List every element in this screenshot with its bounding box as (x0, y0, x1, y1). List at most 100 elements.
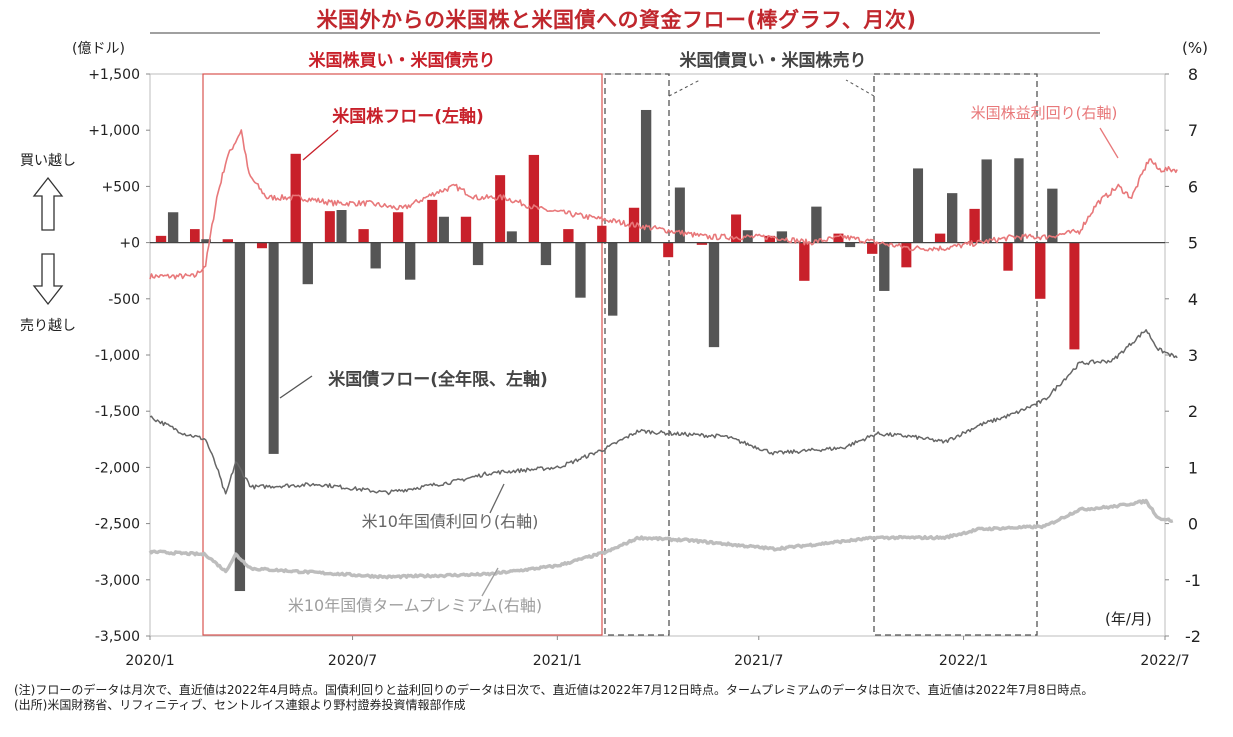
treasury-flow-bar (776, 231, 788, 243)
equity-flow-bar (1003, 242, 1013, 271)
treasury-flow-bar (608, 242, 618, 316)
x-tick-label: 2022/1 (939, 653, 988, 669)
treasury-flow-bar (1047, 188, 1058, 243)
up-arrow-icon (32, 176, 64, 231)
treasury-flow-leader (279, 375, 313, 399)
treasury-flow-bar (811, 206, 822, 243)
left-tick-label: -2,000 (95, 460, 140, 476)
x-axis-unit: (年/月) (1105, 610, 1152, 628)
treasury-flow-bar (370, 242, 381, 269)
treasury-flow-bar (506, 231, 517, 243)
equity-flow-bar (528, 154, 540, 243)
x-tick-label: 2021/1 (533, 653, 582, 669)
ten-year-yield-line (149, 329, 1178, 496)
region-equity-buy (202, 73, 603, 636)
region-treasury-buy-2 (873, 73, 1038, 636)
right-tick-label: -1 (1185, 571, 1201, 590)
treasury-flow-bar (640, 109, 652, 243)
equity-flow-bar (392, 212, 404, 243)
sell-label: 売り越し (20, 318, 76, 334)
right-tick-label: 8 (1188, 65, 1198, 84)
equity-flow-bar (969, 208, 980, 243)
footnote-note: (注)フローのデータは月次で、直近値は2022年4月時点。国債利回りと益利回りの… (14, 683, 1094, 697)
right-tick-label: 7 (1188, 121, 1198, 140)
equity-flow-leader (302, 129, 339, 161)
equity-flow-bar (1035, 242, 1046, 299)
right-tick-label: 0 (1188, 515, 1198, 534)
right-axis-unit: (%) (1182, 39, 1208, 57)
left-tick-label: -1,000 (95, 348, 140, 364)
treasury-flow-bar (913, 168, 924, 243)
treasury-flow-bar (575, 242, 586, 298)
right-tick-label: 1 (1188, 458, 1198, 477)
chart-title: 米国外からの米国株と米国債への資金フロー(棒グラフ、月次) (316, 8, 917, 32)
equity-flow-bar (324, 211, 335, 243)
earnings-yield-line (149, 129, 1178, 280)
equity-flow-bar (934, 233, 946, 243)
equity-flow-bar (222, 239, 233, 243)
left-tick-label: -1,500 (95, 404, 140, 420)
region-connector (668, 79, 701, 97)
x-tick-label: 2020/1 (125, 653, 174, 669)
right-tick-label: 3 (1188, 346, 1198, 365)
equity-flow-bar (663, 242, 674, 258)
treasury-flow-bar (302, 242, 313, 285)
treasury-flow-bar (1014, 158, 1024, 243)
equity-flow-bar (764, 235, 775, 243)
equity-flow-bar (597, 225, 607, 243)
x-tick-label: 2020/7 (328, 653, 377, 669)
treasury-flow-bar (404, 242, 416, 280)
buy-label: 買い越し (20, 153, 76, 169)
left-tick-label: -3,500 (95, 629, 140, 645)
right-tick-label: -2 (1185, 627, 1201, 646)
treasury-flow-bar (336, 210, 347, 243)
earnings-yield-label: 米国株益利回り(右軸) (971, 104, 1118, 122)
term-premium-line (148, 498, 1174, 580)
treasury-flow-bar (742, 230, 753, 243)
right-tick-label: 5 (1188, 234, 1198, 253)
equity-flow-bar (290, 153, 301, 243)
term-premium-leader (481, 567, 499, 597)
equity-flow-bar (696, 242, 708, 245)
treasury-flow-bar (879, 242, 890, 291)
term-premium-label: 米10年国債タームプレミアム(右軸) (288, 596, 542, 615)
down-arrow-icon (32, 253, 64, 306)
treasury-flow-bar (845, 242, 856, 248)
equity-flow-bar (799, 242, 810, 281)
equity-flow-label: 米国株フロー(左軸) (332, 106, 484, 127)
equity-flow-bar (358, 229, 369, 243)
equity-flow-bar (189, 229, 200, 243)
right-tick-label: 6 (1188, 177, 1198, 196)
treasury-flow-bar (981, 159, 992, 243)
treasury-flow-bar (268, 242, 279, 454)
title-underline (150, 32, 1100, 34)
treasury-flow-bar (708, 242, 720, 348)
x-tick-label: 2022/7 (1140, 653, 1189, 669)
equity-flow-bar (1069, 242, 1080, 350)
left-tick-label: -500 (108, 292, 140, 308)
equity-flow-bar (731, 214, 742, 243)
equity-flow-bar (833, 233, 844, 243)
treasury-flow-label: 米国債フロー(全年限、左軸) (328, 369, 548, 390)
left-tick-label: -3,000 (95, 573, 140, 589)
left-tick-label: +1,000 (88, 123, 140, 139)
equity-flow-bar (427, 199, 438, 243)
treasury-flow-bar (540, 242, 552, 266)
region-equity-buy-label: 米国株買い・米国債売り (309, 50, 496, 71)
region-treasury-buy-1 (604, 73, 670, 636)
treasury-flow-bar (167, 212, 179, 243)
treasury-flow-bar (201, 239, 211, 243)
equity-flow-bar (563, 229, 574, 243)
left-axis-unit: (億ドル) (72, 41, 125, 57)
equity-flow-bar (867, 242, 878, 254)
x-tick-label: 2021/7 (734, 653, 783, 669)
left-tick-label: +0 (119, 236, 140, 252)
equity-flow-bar (901, 242, 912, 268)
ten-year-yield-label: 米10年国債利回り(右軸) (362, 512, 539, 531)
earnings-yield-leader (1099, 127, 1119, 159)
treasury-flow-bar (234, 242, 246, 592)
treasury-flow-bar (946, 193, 958, 243)
right-tick-label: 2 (1188, 402, 1198, 421)
region-treasury-buy-label: 米国債買い・米国株売り (680, 50, 867, 71)
equity-flow-bar (256, 242, 267, 249)
